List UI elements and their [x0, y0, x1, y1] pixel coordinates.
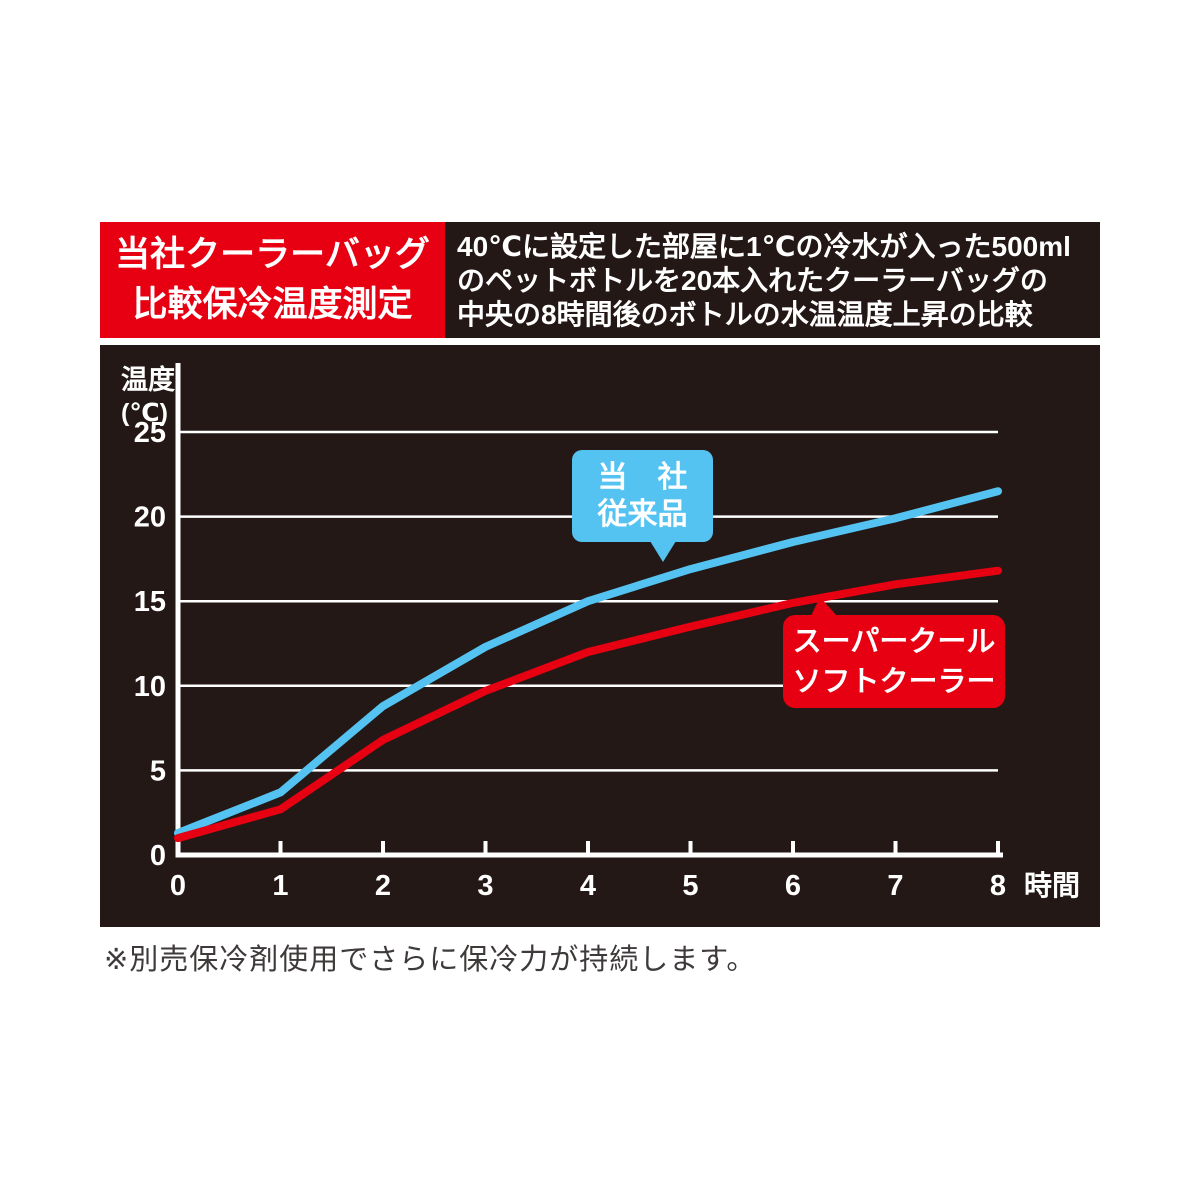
footnote: ※別売保冷剤使用でさらに保冷力が持続します。 — [104, 944, 757, 976]
y-tick-label-25: 25 — [134, 417, 166, 449]
title-line-1: 当社クーラーバッグ — [115, 235, 430, 274]
x-axis-title: 時間 — [1024, 870, 1080, 901]
description-line-1: 40℃に設定した部屋に1℃の冷水が入った500ml — [457, 231, 1071, 262]
callout-blue-line-2: 従来品 — [597, 498, 688, 531]
callout-series-supercool: スーパークール ソフトクーラー — [783, 597, 1005, 708]
series-line-supercool — [174, 566, 1002, 843]
x-tick-label-0: 0 — [170, 870, 186, 902]
y-tick-label-0: 0 — [150, 840, 166, 872]
callout-pointer-down-icon — [650, 541, 676, 562]
header-row: 当社クーラーバッグ 比較保冷温度測定 40℃に設定した部屋に1℃の冷水が入った5… — [100, 222, 1100, 338]
chart-title-box: 当社クーラーバッグ 比較保冷温度測定 — [100, 222, 445, 338]
callout-blue-line-1: 当 社 — [597, 461, 688, 494]
description-line-2: のペットボトルを20本入れたクーラーバッグの — [457, 265, 1048, 296]
x-tick-label-1: 1 — [272, 870, 288, 902]
x-tick-label-6: 6 — [785, 870, 801, 902]
callout-pointer-up-icon — [811, 597, 837, 616]
description-line-3: 中央の8時間後のボトルの水温温度上昇の比較 — [457, 299, 1033, 330]
line-chart: 0 5 10 15 20 25 0 1 2 3 4 5 6 7 8 時間 温度 (℃) — [121, 363, 1080, 902]
x-tick-label-8: 8 — [990, 870, 1006, 902]
y-axis-title-line-2: (℃) — [121, 399, 168, 427]
x-tick-label-4: 4 — [580, 870, 596, 902]
callout-series-conventional: 当 社 従来品 — [572, 450, 713, 562]
callout-red-line-1: スーパークール — [792, 626, 996, 658]
x-tick-label-5: 5 — [682, 870, 698, 902]
x-tick-label-7: 7 — [887, 870, 903, 902]
y-axis-title-line-1: 温度 — [121, 364, 175, 395]
y-tick-label-5: 5 — [150, 755, 166, 787]
series-line-conventional — [174, 487, 1002, 837]
x-tick-label-2: 2 — [375, 870, 391, 902]
y-tick-label-10: 10 — [134, 671, 166, 703]
chart-description-box: 40℃に設定した部屋に1℃の冷水が入った500ml のペットボトルを20本入れた… — [445, 222, 1100, 338]
y-tick-label-15: 15 — [134, 586, 166, 618]
chart-panel: 0 5 10 15 20 25 0 1 2 3 4 5 6 7 8 時間 温度 (℃) 当 社 従来品 スーパーク… — [100, 345, 1100, 927]
y-tick-label-20: 20 — [134, 502, 166, 534]
title-line-2: 比較保冷温度測定 — [132, 285, 413, 324]
x-tick-label-3: 3 — [477, 870, 493, 902]
callout-red-line-2: ソフトクーラー — [792, 666, 996, 698]
